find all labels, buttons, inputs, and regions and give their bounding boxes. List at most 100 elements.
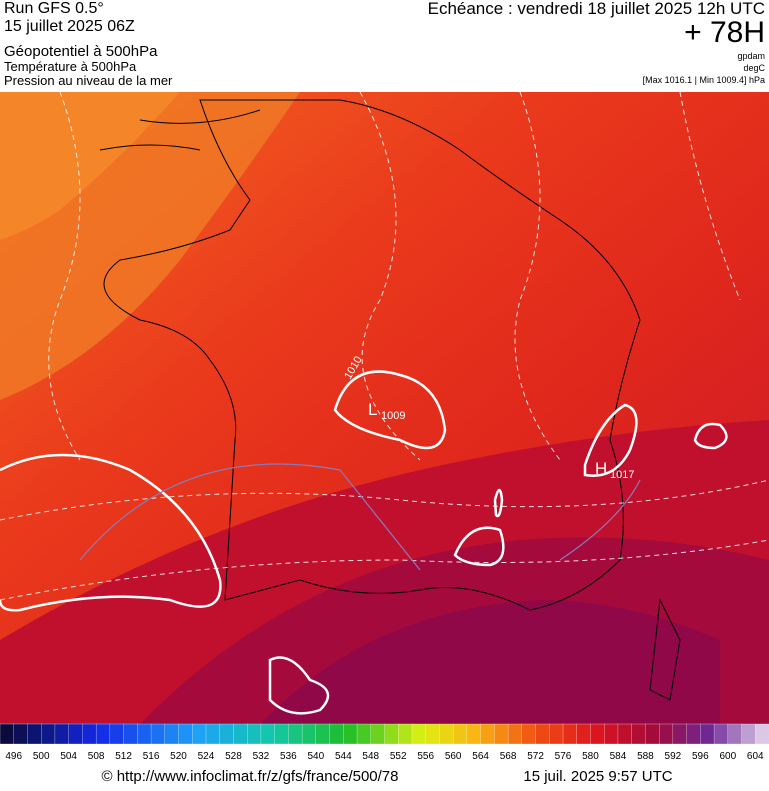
colorbar-cell	[343, 723, 358, 745]
field-label: Géopotentiel à 500hPa	[4, 43, 158, 60]
map: 1010 L 1009 H 1017	[0, 91, 769, 724]
temp-zone	[0, 92, 180, 240]
colorbar-label: 592	[665, 751, 682, 762]
colorbar-cell	[604, 723, 619, 745]
run-date: 15 juillet 2025 06Z	[4, 18, 135, 35]
colorbar-cell	[549, 723, 564, 745]
colorbar-label: 596	[692, 751, 709, 762]
colorbar-label: 588	[637, 751, 654, 762]
colorbar-cell	[507, 723, 523, 745]
temperature-isolines	[0, 91, 769, 601]
colorbar-label: 540	[307, 751, 324, 762]
timestamp: 15 juil. 2025 9:57 UTC	[523, 768, 672, 785]
colorbar-cell	[741, 723, 756, 745]
colorbar-cell	[233, 723, 248, 745]
colorbar-cell	[329, 723, 344, 745]
colorbar-cell	[150, 723, 166, 745]
colorbar-label: 496	[5, 751, 22, 762]
colorbar-cell	[82, 723, 97, 745]
unit-label: gpdam	[737, 51, 765, 61]
coastline	[103, 99, 641, 611]
colorbar-cell	[617, 723, 633, 745]
colorbar-cell	[686, 723, 701, 745]
isotherm-line	[79, 463, 641, 571]
colorbar-cell	[315, 723, 331, 745]
field-label: Pression au niveau de la mer	[4, 73, 173, 88]
colorbar-cell	[0, 723, 15, 745]
colorbar-cell	[439, 723, 454, 745]
colorbar-label: 524	[198, 751, 215, 762]
temp-zone	[260, 600, 720, 724]
coastline	[99, 109, 681, 701]
colorbar-cell	[411, 723, 427, 745]
colorbar-cell	[672, 723, 688, 745]
colorbar-cell	[178, 723, 193, 745]
colorbar-cell	[562, 723, 578, 745]
colorbar-label: 600	[719, 751, 736, 762]
colorbar-cell	[137, 723, 152, 745]
colorbar-cell	[384, 723, 399, 745]
colorbar-cell	[247, 723, 262, 745]
colorbar-cell	[535, 723, 550, 745]
colorbar-cell	[288, 723, 303, 745]
colorbar-cell	[453, 723, 468, 745]
low-value: 1009	[381, 410, 405, 422]
colorbar-label: 516	[143, 751, 160, 762]
colorbar-cell	[260, 723, 276, 745]
colorbar-cell	[41, 723, 56, 745]
pressure-range: [Max 1016.1 | Min 1009.4] hPa	[643, 75, 765, 85]
colorbar-label: 532	[253, 751, 270, 762]
colorbar-label: 504	[60, 751, 77, 762]
colorbar-label: 556	[417, 751, 434, 762]
colorbar-cell	[301, 723, 317, 745]
colorbar-cell	[658, 723, 674, 745]
colorbar-cell	[466, 723, 482, 745]
colorbar-cell	[713, 723, 729, 745]
colorbar-cell	[700, 723, 715, 745]
colorbar-label: 544	[335, 751, 352, 762]
field-label: Température à 500hPa	[4, 59, 137, 74]
colorbar-label: 552	[390, 751, 407, 762]
colorbar-label: 580	[582, 751, 599, 762]
colorbar-cell	[356, 723, 372, 745]
colorbar-cell	[755, 723, 769, 745]
colorbar-label: 536	[280, 751, 297, 762]
colorbar-label: 548	[362, 751, 379, 762]
colorbar-cell	[68, 723, 84, 745]
colorbar-label: 560	[445, 751, 462, 762]
valid-time: Echéance : vendredi 18 juillet 2025 12h …	[428, 0, 765, 18]
colorbar-label: 500	[33, 751, 50, 762]
colorbar-label: 520	[170, 751, 187, 762]
run-label: Run GFS 0.5°	[4, 0, 104, 17]
colorbar-label: 576	[555, 751, 572, 762]
colorbar-cell	[645, 723, 660, 745]
colorbar-cell	[27, 723, 42, 745]
colorbar-cell	[205, 723, 221, 745]
colorbar-label: 528	[225, 751, 242, 762]
high-marker: H	[595, 459, 607, 478]
lead-time: + 78H	[684, 16, 765, 49]
colorbar-cell	[123, 723, 138, 745]
colorbar-cell	[576, 723, 592, 745]
colorbar-cell	[370, 723, 386, 745]
colorbar-cell	[54, 723, 70, 745]
source-link: © http://www.infoclimat.fr/z/gfs/france/…	[101, 768, 398, 785]
colorbar-label: 604	[747, 751, 764, 762]
colorbar-cell	[631, 723, 647, 745]
colorbar-label: 508	[88, 751, 105, 762]
colorbar-cell	[398, 723, 413, 745]
colorbar-cell	[590, 723, 605, 745]
colorbar-cell	[109, 723, 125, 745]
colorbar-cell	[164, 723, 180, 745]
colorbar-label: 564	[472, 751, 489, 762]
colorbar-cell	[13, 723, 29, 745]
colorbar-cell	[480, 723, 496, 745]
colorbar: 496 500 504 508 512 516 520 524 528 532 536 540 544 5…	[0, 723, 769, 762]
colorbar-cell	[274, 723, 290, 745]
colorbar-cell	[494, 723, 509, 745]
pressure-isobars	[0, 370, 728, 715]
low-marker: L	[368, 400, 377, 419]
colorbar-label: 568	[500, 751, 517, 762]
colorbar-cell	[219, 723, 235, 745]
